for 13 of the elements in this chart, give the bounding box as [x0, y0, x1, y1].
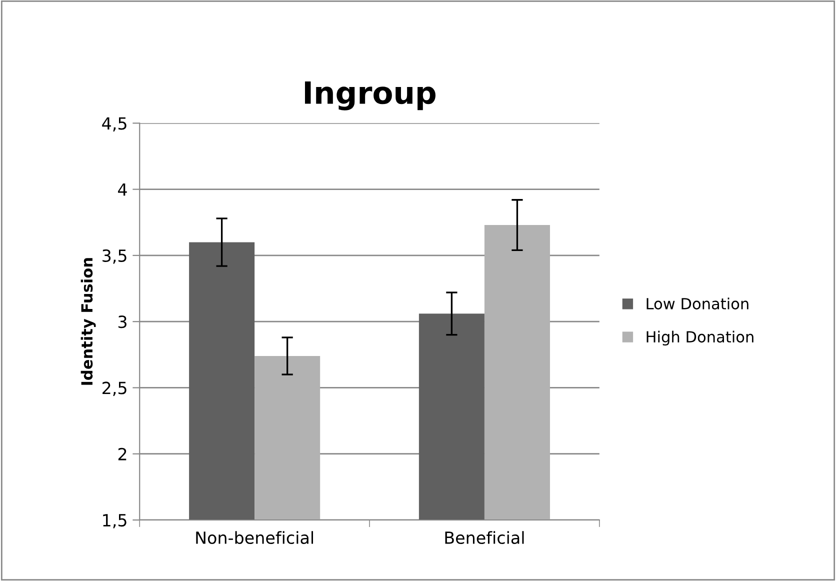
y-tick-label: 2,5	[102, 382, 126, 396]
x-tick-label: Beneficial	[445, 531, 524, 544]
y-tick-label: 4,5	[102, 117, 126, 132]
y-tick-label: 3,5	[102, 249, 126, 264]
y-axis-title: Identity Fusion	[80, 258, 96, 385]
chart-title: Ingroup	[304, 81, 436, 110]
y-tick-label: 2	[118, 448, 126, 460]
x-tick-label: Non-beneficial	[196, 531, 314, 544]
y-tick-label: 3	[118, 316, 126, 328]
y-tick-label: 4	[118, 183, 127, 196]
legend-label: Low Donation	[646, 298, 748, 310]
legend-label: High Donation	[646, 330, 754, 346]
y-tick-label: 1,5	[103, 514, 126, 528]
